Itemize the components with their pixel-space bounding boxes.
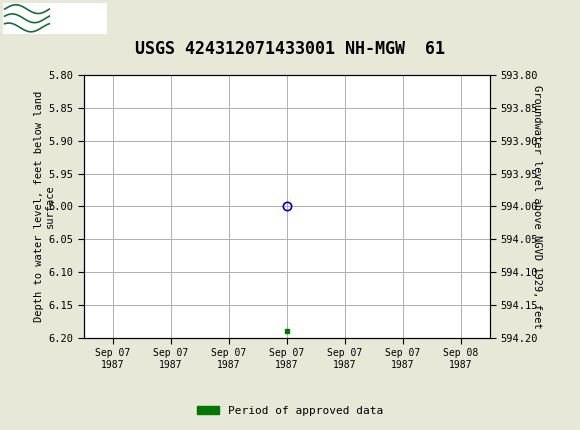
Text: USGS: USGS — [58, 9, 102, 27]
Y-axis label: Depth to water level, feet below land
surface: Depth to water level, feet below land su… — [34, 91, 55, 322]
Legend: Period of approved data: Period of approved data — [193, 401, 387, 420]
FancyBboxPatch shape — [3, 3, 107, 34]
Text: USGS 424312071433001 NH-MGW  61: USGS 424312071433001 NH-MGW 61 — [135, 40, 445, 58]
Y-axis label: Groundwater level above NGVD 1929, feet: Groundwater level above NGVD 1929, feet — [532, 85, 542, 328]
